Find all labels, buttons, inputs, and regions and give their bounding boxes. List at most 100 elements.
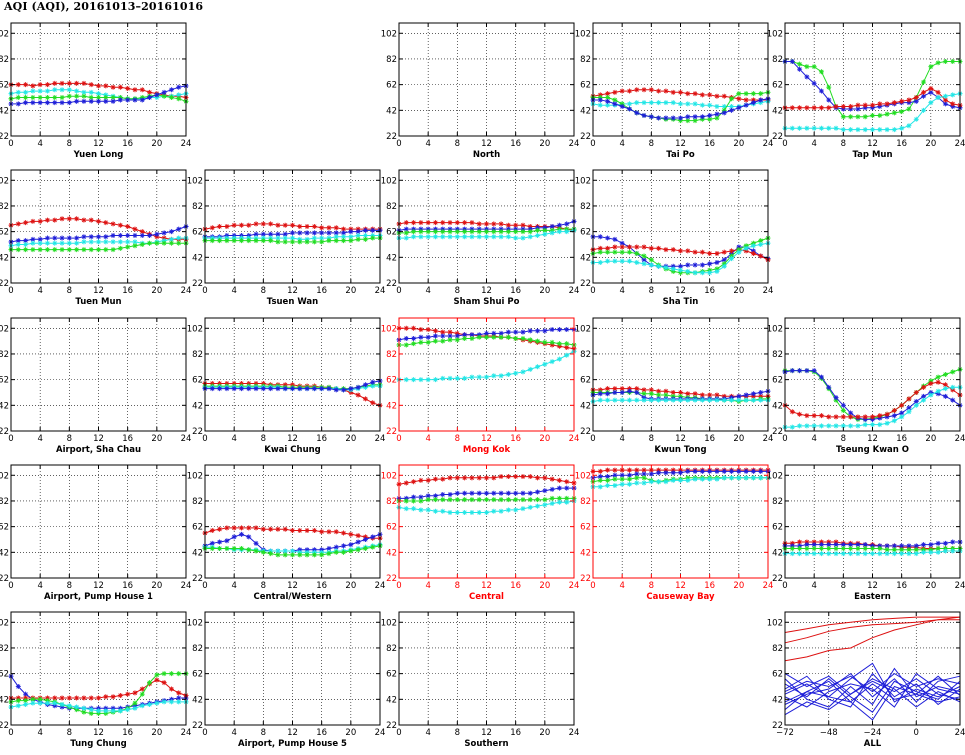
data-point xyxy=(535,497,541,503)
data-point xyxy=(928,100,934,106)
data-point xyxy=(238,232,244,238)
y-tick-label: 102 xyxy=(767,29,783,39)
data-point xyxy=(74,695,80,701)
data-point xyxy=(333,238,339,244)
data-point xyxy=(411,234,417,240)
y-tick-label: 42 xyxy=(386,548,397,558)
data-point xyxy=(341,230,347,236)
data-point xyxy=(469,234,475,240)
data-point xyxy=(542,475,548,481)
y-tick-label: 62 xyxy=(0,670,9,680)
data-point xyxy=(634,389,640,395)
y-tick-label: 42 xyxy=(0,695,9,705)
data-point xyxy=(103,98,109,104)
series-line-red xyxy=(784,619,960,644)
data-point xyxy=(833,423,839,429)
data-point xyxy=(74,216,80,222)
data-point xyxy=(132,226,138,232)
data-point xyxy=(246,222,252,228)
data-point xyxy=(348,542,354,548)
data-point xyxy=(612,483,618,489)
data-point xyxy=(491,373,497,379)
data-point xyxy=(928,542,934,548)
data-point xyxy=(899,402,905,408)
data-point xyxy=(505,490,511,496)
data-point xyxy=(811,64,817,70)
data-point xyxy=(176,96,182,102)
data-point xyxy=(139,87,145,93)
data-point xyxy=(564,229,570,235)
y-tick-label: 22 xyxy=(580,132,591,142)
data-point xyxy=(862,422,868,428)
data-point xyxy=(527,474,533,480)
data-point xyxy=(605,91,611,97)
x-tick-label: 0 xyxy=(782,581,787,591)
data-point xyxy=(729,256,735,262)
data-point xyxy=(454,497,460,503)
y-tick-label: 42 xyxy=(192,548,203,558)
data-point xyxy=(447,333,453,339)
data-point xyxy=(418,339,424,345)
data-point xyxy=(268,221,274,227)
data-point xyxy=(758,241,764,247)
x-tick-label: 4 xyxy=(425,581,430,591)
data-point xyxy=(454,333,460,339)
data-point xyxy=(685,268,691,274)
data-point xyxy=(326,551,332,557)
data-point xyxy=(750,248,756,254)
data-point xyxy=(168,87,174,93)
data-point xyxy=(246,534,252,540)
data-point xyxy=(527,224,533,229)
data-point xyxy=(168,696,174,702)
data-point xyxy=(110,221,116,227)
data-point xyxy=(950,101,956,107)
data-point xyxy=(811,542,817,548)
data-point xyxy=(656,470,662,476)
data-point xyxy=(692,249,698,255)
data-point xyxy=(804,551,810,557)
data-point xyxy=(656,397,662,403)
data-point xyxy=(348,548,354,554)
data-point xyxy=(870,551,875,557)
y-tick-label: 102 xyxy=(381,618,397,628)
data-point xyxy=(884,420,890,426)
data-point xyxy=(913,98,919,104)
data-point xyxy=(612,249,618,255)
data-point xyxy=(297,386,303,392)
data-point xyxy=(884,101,890,107)
data-point xyxy=(913,398,919,404)
data-point xyxy=(484,374,489,380)
data-point xyxy=(656,467,662,473)
data-point xyxy=(848,545,854,551)
data-point xyxy=(750,475,756,481)
x-tick-label: 8 xyxy=(67,434,72,444)
data-point xyxy=(74,247,80,253)
data-point xyxy=(942,97,948,103)
data-point xyxy=(440,220,446,226)
data-point xyxy=(597,391,603,397)
data-point xyxy=(641,471,647,477)
series-line-blue xyxy=(784,683,961,703)
data-point xyxy=(678,89,683,95)
data-point xyxy=(758,468,764,474)
data-point xyxy=(231,525,237,531)
data-point xyxy=(848,127,854,133)
data-point xyxy=(721,110,727,116)
data-point xyxy=(418,327,424,333)
data-point xyxy=(556,343,562,349)
data-point xyxy=(942,548,948,554)
data-point xyxy=(447,510,453,516)
data-point xyxy=(840,414,846,420)
data-point xyxy=(804,542,810,548)
x-tick-label: 20 xyxy=(733,434,744,444)
x-tick-label: 8 xyxy=(261,286,266,296)
data-point xyxy=(168,236,174,242)
data-point xyxy=(217,224,223,229)
y-tick-label: 42 xyxy=(580,548,591,558)
data-point xyxy=(176,671,182,677)
data-point xyxy=(154,92,160,98)
data-point xyxy=(891,418,897,424)
